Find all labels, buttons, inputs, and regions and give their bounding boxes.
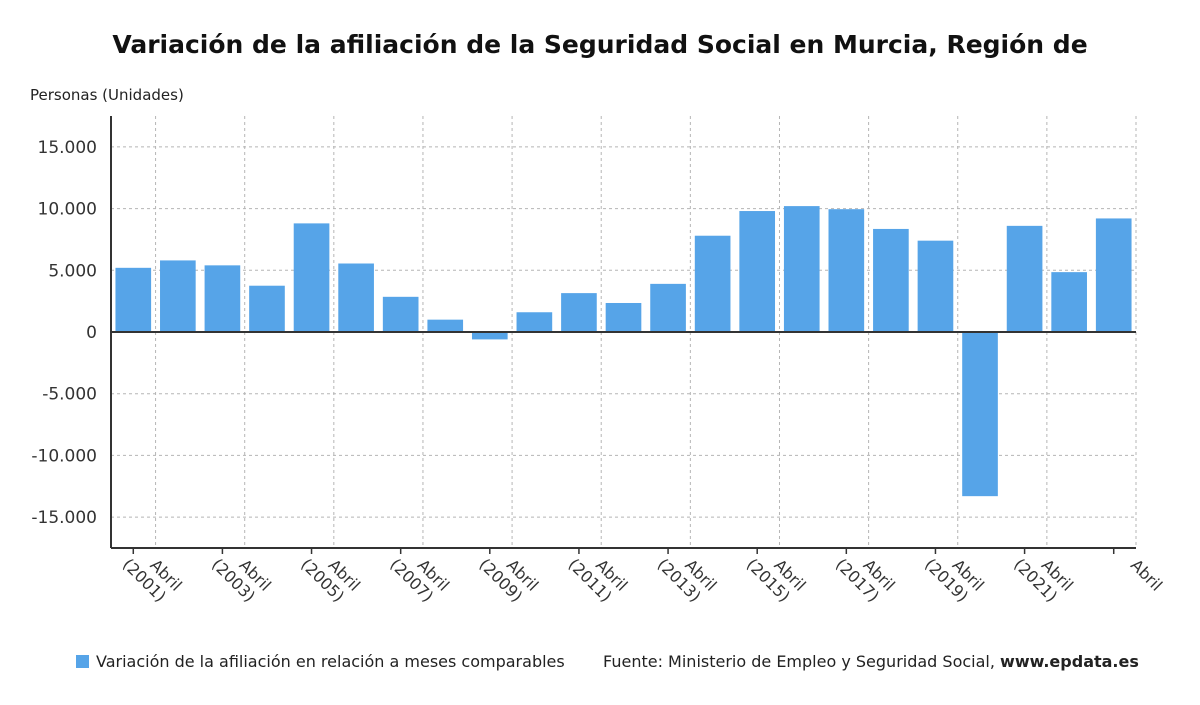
- x-tick-label: Abril(2011): [565, 555, 632, 606]
- bar: [1006, 225, 1043, 332]
- x-tick-label: Abril(2007): [386, 555, 453, 606]
- bar: [739, 211, 776, 332]
- y-tick-label: -15.000: [31, 508, 97, 528]
- y-tick-label: -10.000: [31, 446, 97, 466]
- bar: [650, 283, 686, 332]
- legend-label: Variación de la afiliación en relación a…: [96, 652, 565, 671]
- x-tick-label: Abril(2009): [475, 555, 542, 606]
- x-tick-label: Abril(2003): [208, 555, 275, 606]
- bar: [962, 332, 998, 497]
- bar: [1095, 218, 1132, 332]
- bar: [382, 296, 419, 332]
- x-tick-labels: Abril(2001) Abril(2003) Abril(2005) Abril(2…: [119, 555, 1166, 606]
- bar: [1051, 272, 1087, 332]
- y-tick-label: 0: [86, 323, 97, 343]
- axes: [110, 116, 1136, 554]
- y-tick-label: 5.000: [48, 261, 97, 281]
- bar: [160, 260, 196, 332]
- bar: [293, 223, 330, 332]
- y-tick-label: 15.000: [38, 138, 97, 158]
- bar: [873, 228, 909, 332]
- bar: [516, 312, 553, 332]
- y-tick-label: -5.000: [42, 385, 97, 405]
- x-tick-label: Abril(2001): [119, 555, 186, 606]
- source-text: Fuente: Ministerio de Empleo y Seguridad…: [603, 652, 1001, 671]
- bars: [115, 206, 1132, 497]
- bar: [783, 206, 820, 332]
- y-tick-label: 10.000: [38, 200, 97, 220]
- x-tick-label: Abril(2015): [743, 555, 810, 606]
- bar-chart: 15.000 10.000 5.000 0 -5.000 -10.000 -15.000 A…: [31, 116, 1166, 606]
- bar: [471, 332, 508, 340]
- x-tick-label: Abril(2013): [654, 555, 721, 606]
- bar: [561, 293, 597, 332]
- x-tick-label: Abril(2005): [297, 555, 364, 606]
- bar: [338, 263, 374, 332]
- bar: [115, 267, 152, 332]
- bar: [249, 285, 285, 332]
- x-tick-label: Abril: [1127, 555, 1166, 594]
- bar: [917, 240, 954, 332]
- legend-swatch: [76, 655, 89, 668]
- bar: [204, 265, 241, 332]
- legend: Variación de la afiliación en relación a…: [76, 652, 565, 671]
- bar: [828, 209, 865, 332]
- x-tick-label-line1: Abril: [1127, 555, 1166, 594]
- bar: [605, 302, 642, 332]
- source-site: www.epdata.es: [1000, 652, 1139, 671]
- x-tick-label: Abril(2021): [1010, 555, 1077, 606]
- bar: [427, 319, 464, 332]
- bar: [694, 235, 731, 332]
- chart-title: Variación de la afiliación de la Segurid…: [112, 30, 1088, 59]
- x-tick-label: Abril(2017): [832, 555, 899, 606]
- x-tick-label: Abril(2019): [921, 555, 988, 606]
- y-axis-unit-label: Personas (Unidades): [30, 86, 184, 104]
- source-credit: Fuente: Ministerio de Empleo y Seguridad…: [603, 652, 1139, 671]
- y-tick-labels: 15.000 10.000 5.000 0 -5.000 -10.000 -15.000: [31, 138, 97, 528]
